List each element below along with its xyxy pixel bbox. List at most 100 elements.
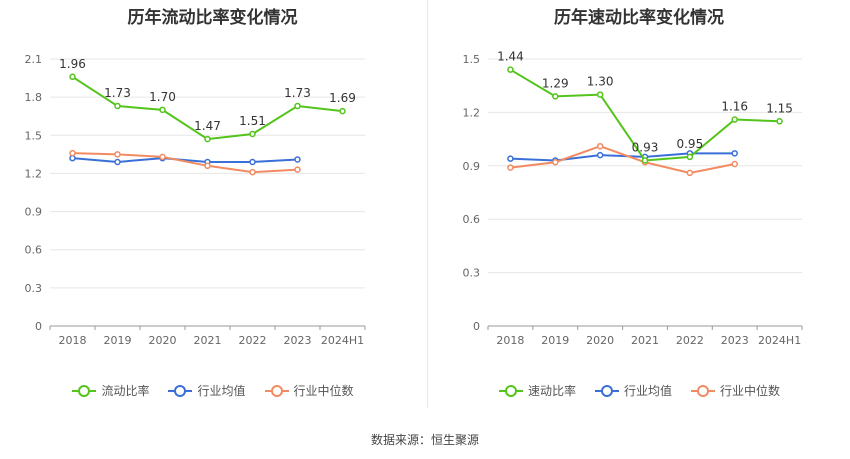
legend-marker-industry-median: [691, 384, 715, 397]
data-point: [294, 166, 301, 173]
legend-label: 流动比率: [101, 384, 150, 398]
chart-title: 历年速动比率变化情况: [554, 8, 724, 28]
x-tick-label: 2022: [676, 334, 704, 347]
data-point: [114, 102, 121, 110]
legend-circle: [78, 384, 91, 397]
y-tick-label: 0.3: [25, 282, 43, 295]
data-point: [69, 73, 76, 81]
data-point: [641, 157, 649, 164]
legend-circle: [697, 384, 709, 397]
series-line: [72, 157, 298, 163]
data-point: [596, 151, 604, 159]
data-label: 1.47: [194, 119, 221, 133]
data-point: [552, 93, 559, 100]
data-label: 1.29: [542, 76, 569, 90]
y-tick-label: 0.3: [463, 267, 481, 280]
data-point: [249, 130, 256, 138]
x-tick-label: 2019: [104, 334, 132, 347]
data-point: [294, 156, 301, 163]
x-tick-label: 2023: [284, 334, 312, 347]
plot-area: 0 0.3 0.6 0.9 1.2 1.5 1.8 2.1 2018 2019 2020 2021 20…: [25, 53, 366, 347]
x-tick-label: 2024H1: [758, 334, 801, 347]
legend-label: 行业均值: [197, 384, 246, 398]
data-point: [552, 158, 559, 166]
data-label: 0.95: [676, 137, 703, 151]
legend-marker-industry-avg: [168, 384, 193, 397]
data-label: 1.70: [149, 90, 176, 104]
data-label: 0.93: [632, 140, 659, 154]
legend-circle: [270, 384, 283, 397]
legend: 流动比率 行业均值 行业中位数: [0, 382, 425, 399]
legend-circle: [174, 384, 187, 397]
legend-item-quick-ratio[interactable]: 速动比率: [498, 382, 576, 399]
x-tick-label: 2018: [496, 334, 524, 347]
data-point: [507, 155, 514, 162]
data-point: [249, 158, 256, 166]
data-point: [69, 154, 76, 162]
legend-circle: [600, 384, 613, 397]
data-point: [731, 116, 738, 123]
data-label: 1.73: [104, 86, 131, 100]
x-tick-label: 2021: [631, 334, 659, 347]
chart-title: 历年流动比率变化情况: [127, 8, 298, 28]
legend-item-industry-avg[interactable]: 行业均值: [594, 382, 672, 399]
legend-item-industry-median[interactable]: 行业中位数: [264, 382, 354, 399]
quick-ratio-chart: 历年速动比率变化情况 0 0.3 0.6 0.9 1.2 1.5 2018 2019 2020 2…: [428, 0, 850, 410]
plot-area: 0 0.3 0.6 0.9 1.2 1.5 2018 2019 2020 2021 2022 2023…: [463, 50, 803, 347]
y-tick-label: 0.6: [463, 213, 481, 226]
data-point: [339, 107, 346, 115]
legend-item-industry-median[interactable]: 行业中位数: [690, 382, 780, 399]
data-label: 1.16: [721, 100, 748, 114]
data-point: [731, 160, 738, 168]
legend-label: 行业中位数: [293, 384, 354, 398]
y-tick-label: 1.8: [25, 91, 43, 104]
data-point: [114, 158, 121, 166]
legend-item-industry-avg[interactable]: 行业均值: [167, 382, 246, 399]
y-tick-label: 0: [473, 320, 480, 333]
data-point: [159, 153, 166, 161]
data-point: [686, 169, 694, 177]
data-point: [596, 142, 604, 150]
y-tick-label: 1.5: [463, 53, 481, 66]
legend-marker-industry-avg: [594, 384, 619, 397]
y-tick-label: 2.1: [25, 53, 43, 66]
y-tick-label: 1.2: [463, 106, 481, 119]
legend-marker-industry-median: [264, 384, 289, 397]
series-line: [72, 152, 298, 174]
data-point: [159, 106, 166, 114]
data-label: 1.44: [497, 50, 524, 64]
data-point: [507, 164, 514, 171]
data-point: [204, 135, 211, 143]
data-point: [596, 91, 604, 98]
data-label: 1.15: [766, 101, 793, 115]
y-tick-label: 0.9: [463, 160, 481, 173]
data-label: 1.96: [59, 57, 86, 71]
x-tick-label: 2019: [541, 334, 569, 347]
data-point: [114, 151, 121, 158]
series-line: [510, 152, 735, 162]
data-point: [731, 150, 738, 157]
legend-circle: [504, 384, 517, 397]
x-tick-label: 2024H1: [321, 334, 364, 347]
y-tick-label: 0: [35, 320, 42, 333]
x-tick-label: 2022: [239, 334, 267, 347]
data-label: 1.69: [329, 91, 356, 105]
data-point: [686, 153, 694, 161]
data-point: [507, 66, 514, 73]
legend-label: 行业均值: [623, 384, 672, 398]
data-point: [776, 118, 783, 125]
series-line: [510, 145, 735, 174]
legend-item-current-ratio[interactable]: 流动比率: [71, 382, 149, 399]
x-tick-label: 2021: [194, 334, 222, 347]
data-point: [294, 102, 301, 110]
current-ratio-chart: 历年流动比率变化情况 0 0.3 0.6 0.9 1.2 1.5 1.8 2.1 2018 201…: [0, 0, 425, 410]
panel-divider: [427, 0, 428, 408]
legend-marker-current-ratio: [72, 384, 97, 397]
x-tick-label: 2023: [721, 334, 749, 347]
y-tick-label: 0.6: [25, 244, 43, 257]
data-point: [204, 162, 211, 170]
data-point: [69, 149, 76, 157]
data-label: 1.51: [239, 114, 266, 128]
y-tick-label: 1.5: [25, 129, 43, 142]
legend-label: 速动比率: [527, 384, 576, 398]
